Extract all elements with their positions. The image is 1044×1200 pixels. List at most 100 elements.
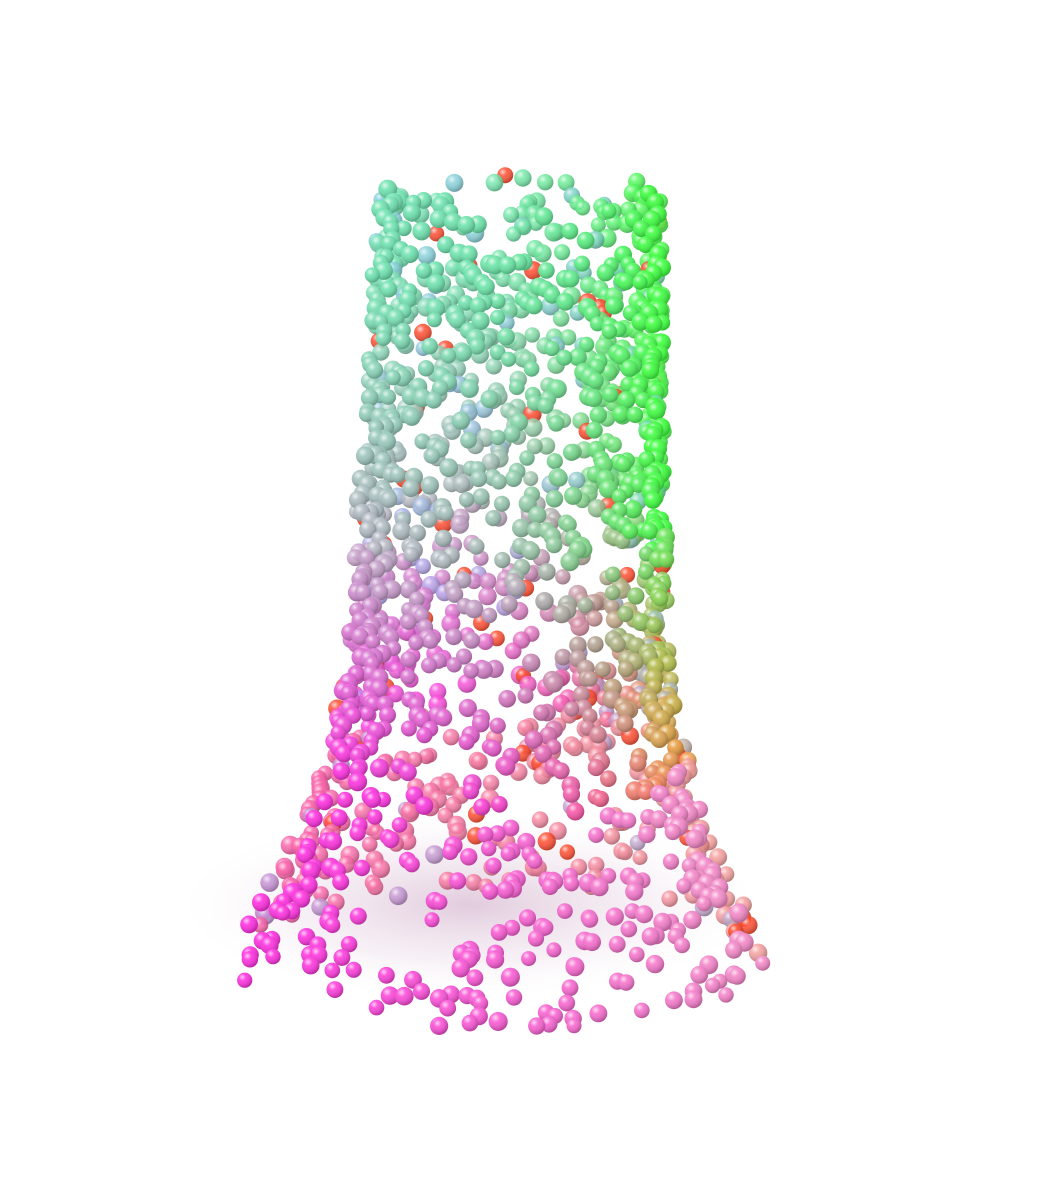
point-sphere [709, 848, 728, 867]
point-sphere [545, 536, 563, 554]
point-sphere [481, 453, 500, 472]
point-sphere [552, 310, 570, 327]
point-sphere [400, 803, 420, 823]
point-sphere [617, 391, 636, 410]
point-sphere [650, 730, 669, 748]
point-sphere [555, 569, 571, 585]
point-sphere [666, 768, 686, 787]
point-sphere [514, 169, 532, 187]
point-sphere [508, 379, 525, 396]
point-sphere [424, 912, 440, 928]
point-sphere [572, 686, 590, 703]
point-sphere [461, 1014, 479, 1032]
point-sphere [588, 856, 605, 874]
point-sphere [640, 522, 658, 540]
point-sphere [501, 351, 517, 367]
point-sphere [500, 595, 518, 613]
point-sphere [421, 337, 439, 355]
point-sphere [608, 935, 626, 953]
point-sphere [600, 770, 617, 787]
point-sphere [627, 587, 645, 605]
point-sphere [408, 635, 424, 651]
point-sphere [372, 584, 389, 601]
point-sphere [409, 524, 426, 542]
point-sphere [301, 956, 320, 975]
point-sphere [415, 558, 431, 574]
point-sphere [470, 470, 488, 488]
point-sphere [644, 491, 662, 509]
point-sphere [375, 330, 391, 346]
point-sphere [359, 520, 377, 539]
point-sphere [605, 436, 622, 453]
point-sphere [482, 774, 500, 792]
point-sphere [489, 825, 506, 842]
point-sphere [431, 894, 448, 910]
point-sphere [460, 379, 479, 398]
point-sphere [620, 359, 638, 378]
point-sphere [652, 590, 669, 607]
point-sphere [632, 274, 648, 290]
point-sphere [429, 682, 447, 701]
point-sphere [402, 408, 421, 426]
point-sphere [403, 856, 420, 873]
point-sphere [725, 941, 743, 959]
point-sphere [685, 829, 705, 849]
point-sphere [466, 969, 484, 987]
point-sphere [523, 361, 540, 377]
point-sphere [545, 490, 564, 508]
point-sphere [583, 933, 601, 952]
point-sphere [561, 222, 579, 240]
point-sphere [382, 831, 400, 849]
point-sphere [438, 505, 454, 521]
point-sphere [676, 878, 692, 894]
point-sphere [420, 476, 439, 495]
point-sphere [629, 946, 645, 963]
point-sphere [408, 591, 425, 608]
point-sphere [625, 882, 644, 901]
point-sphere [385, 369, 401, 386]
point-sphere [391, 817, 408, 833]
point-sphere [638, 564, 654, 580]
point-sphere [612, 405, 630, 423]
point-sphere [500, 846, 516, 862]
point-sphere [617, 660, 635, 678]
point-sphere [552, 762, 570, 780]
point-sphere [631, 612, 650, 632]
point-sphere [537, 832, 556, 851]
point-sphere [557, 903, 573, 919]
point-sphere [333, 949, 351, 966]
point-sphere [755, 955, 771, 971]
point-sphere [653, 912, 672, 932]
point-sphere [434, 529, 452, 548]
point-sphere [351, 627, 369, 646]
point-sphere [537, 437, 556, 455]
point-sphere [393, 332, 411, 350]
point-sphere [501, 302, 518, 319]
point-sphere [471, 753, 488, 770]
point-sphere [422, 633, 439, 649]
point-sphere [481, 840, 497, 857]
point-sphere [365, 634, 381, 650]
point-sphere [468, 538, 485, 555]
point-sphere [696, 896, 712, 912]
point-sphere [485, 357, 503, 375]
point-sphere [621, 523, 639, 540]
point-sphere [275, 905, 291, 921]
point-sphere [252, 893, 271, 912]
point-sphere [570, 617, 590, 636]
point-sphere [426, 298, 445, 318]
point-sphere [594, 661, 611, 678]
point-sphere [683, 910, 702, 930]
point-sphere [300, 876, 318, 894]
point-sphere [260, 873, 279, 892]
point-sphere [402, 479, 420, 498]
point-sphere [663, 752, 679, 768]
point-sphere [620, 812, 637, 829]
point-sphere [400, 613, 417, 630]
point-sphere [451, 411, 470, 430]
point-sphere [451, 959, 470, 978]
point-sphere [356, 446, 375, 466]
point-sphere [463, 632, 480, 649]
point-sphere [332, 873, 350, 891]
point-sphere [474, 660, 493, 679]
